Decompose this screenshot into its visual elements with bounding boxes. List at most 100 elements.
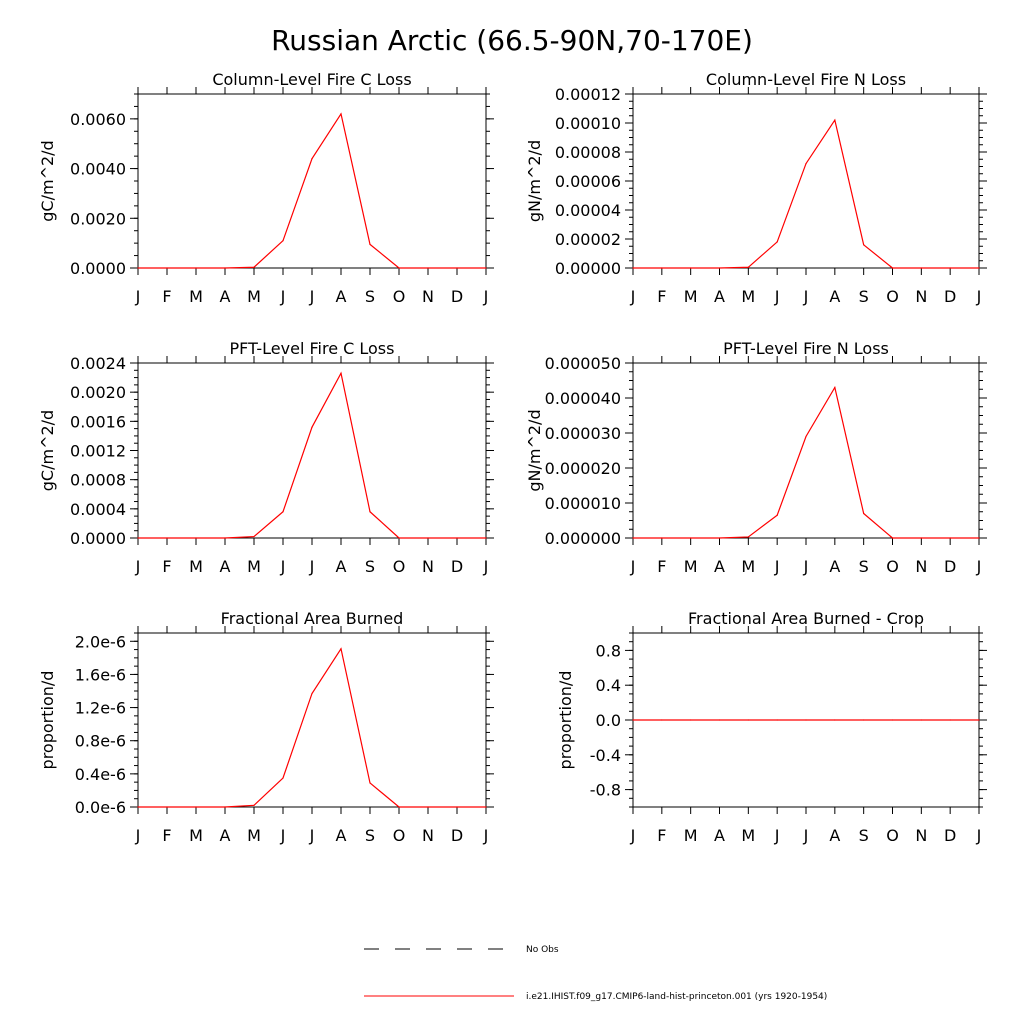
- data-point: [282, 777, 284, 779]
- x-tick-label: A: [220, 557, 231, 576]
- plot-frame: [632, 362, 980, 539]
- data-point: [224, 806, 226, 808]
- data-point: [369, 782, 371, 784]
- y-tick-label: -0.4: [590, 746, 621, 765]
- x-tick-label: M: [247, 287, 261, 306]
- data-point: [891, 267, 894, 269]
- y-axis-label: proportion/d: [556, 671, 575, 770]
- data-point: [166, 806, 168, 808]
- y-tick-label: 0.00000: [555, 259, 621, 278]
- y-tick-label: 0.0: [596, 711, 621, 730]
- x-tick-label: D: [944, 557, 956, 576]
- y-tick-label: 0.00008: [555, 143, 621, 162]
- data-point: [661, 719, 663, 721]
- data-point: [920, 719, 922, 721]
- panel-title: Fractional Area Burned: [221, 609, 404, 628]
- x-tick-label: M: [684, 826, 698, 845]
- x-tick-label: D: [451, 287, 463, 306]
- x-tick-label: N: [422, 826, 434, 845]
- y-tick-label: 0.00012: [555, 85, 621, 104]
- data-point: [747, 536, 749, 538]
- data-point: [891, 719, 894, 721]
- x-tick-label: M: [189, 557, 203, 576]
- x-tick-label: A: [220, 287, 231, 306]
- y-tick-label: 0.0012: [70, 442, 126, 461]
- x-tick-label: J: [774, 287, 780, 306]
- x-tick-label: J: [976, 557, 982, 576]
- data-point: [776, 719, 778, 721]
- x-tick-label: F: [657, 826, 666, 845]
- plot-frame: [137, 93, 487, 269]
- x-tick-label: O: [393, 557, 406, 576]
- x-tick-label: N: [915, 287, 927, 306]
- data-point: [632, 719, 634, 721]
- x-tick-label: M: [247, 557, 261, 576]
- x-tick-label: M: [741, 557, 755, 576]
- data-point: [456, 806, 458, 808]
- x-tick-label: M: [189, 287, 203, 306]
- x-tick-label: J: [803, 826, 809, 845]
- data-point: [805, 719, 807, 721]
- data-point: [485, 537, 487, 539]
- y-tick-label: 0.0000: [70, 529, 126, 548]
- y-tick-label: 0.00002: [555, 230, 621, 249]
- data-point: [253, 266, 255, 268]
- data-point: [834, 119, 836, 121]
- x-tick-label: A: [336, 287, 347, 306]
- x-tick-label: J: [483, 287, 489, 306]
- x-tick-label: J: [483, 557, 489, 576]
- data-point: [949, 267, 951, 269]
- series-line: [633, 118, 979, 269]
- x-tick-label: S: [859, 826, 869, 845]
- x-tick-label: J: [774, 557, 780, 576]
- data-point: [718, 537, 721, 539]
- x-tick-label: A: [829, 287, 840, 306]
- x-tick-label: D: [451, 826, 463, 845]
- x-tick-label: J: [309, 287, 315, 306]
- panel-title: PFT-Level Fire N Loss: [723, 339, 889, 358]
- y-tick-label: 0.000020: [545, 459, 621, 478]
- data-point: [920, 537, 922, 539]
- data-point: [311, 158, 313, 160]
- data-point: [456, 267, 458, 269]
- x-tick-label: S: [859, 557, 869, 576]
- data-point: [369, 511, 371, 513]
- y-tick-label: 0.000000: [545, 529, 621, 548]
- data-point: [863, 719, 865, 721]
- legend: No Obs i.e21.IHIST.f09_g17.CMIP6-land-hi…: [364, 945, 827, 1002]
- data-point: [398, 537, 400, 539]
- data-point: [805, 435, 807, 438]
- data-point: [949, 537, 951, 539]
- series-line: [138, 112, 486, 269]
- y-tick-label: 0.0020: [70, 209, 126, 228]
- x-tick-label: J: [803, 287, 809, 306]
- data-point: [369, 243, 371, 245]
- x-tick-label: A: [336, 557, 347, 576]
- data-point: [863, 512, 865, 515]
- x-tick-label: J: [280, 287, 286, 306]
- data-point: [427, 537, 429, 539]
- x-tick-label: D: [944, 287, 956, 306]
- x-tick-label: M: [741, 826, 755, 845]
- y-tick-label: 0.8e-6: [75, 732, 126, 751]
- data-point: [253, 804, 255, 806]
- data-point: [398, 267, 400, 269]
- x-tick-label: J: [309, 826, 315, 845]
- x-tick-label: O: [886, 557, 899, 576]
- x-tick-label: A: [336, 826, 347, 845]
- data-point: [661, 267, 663, 269]
- data-point: [978, 267, 980, 269]
- data-point: [863, 244, 865, 246]
- data-point: [195, 537, 197, 539]
- y-tick-label: 1.2e-6: [75, 699, 126, 718]
- y-tick-label: 0.4e-6: [75, 765, 126, 784]
- data-point: [978, 719, 980, 721]
- x-tick-label: O: [886, 826, 899, 845]
